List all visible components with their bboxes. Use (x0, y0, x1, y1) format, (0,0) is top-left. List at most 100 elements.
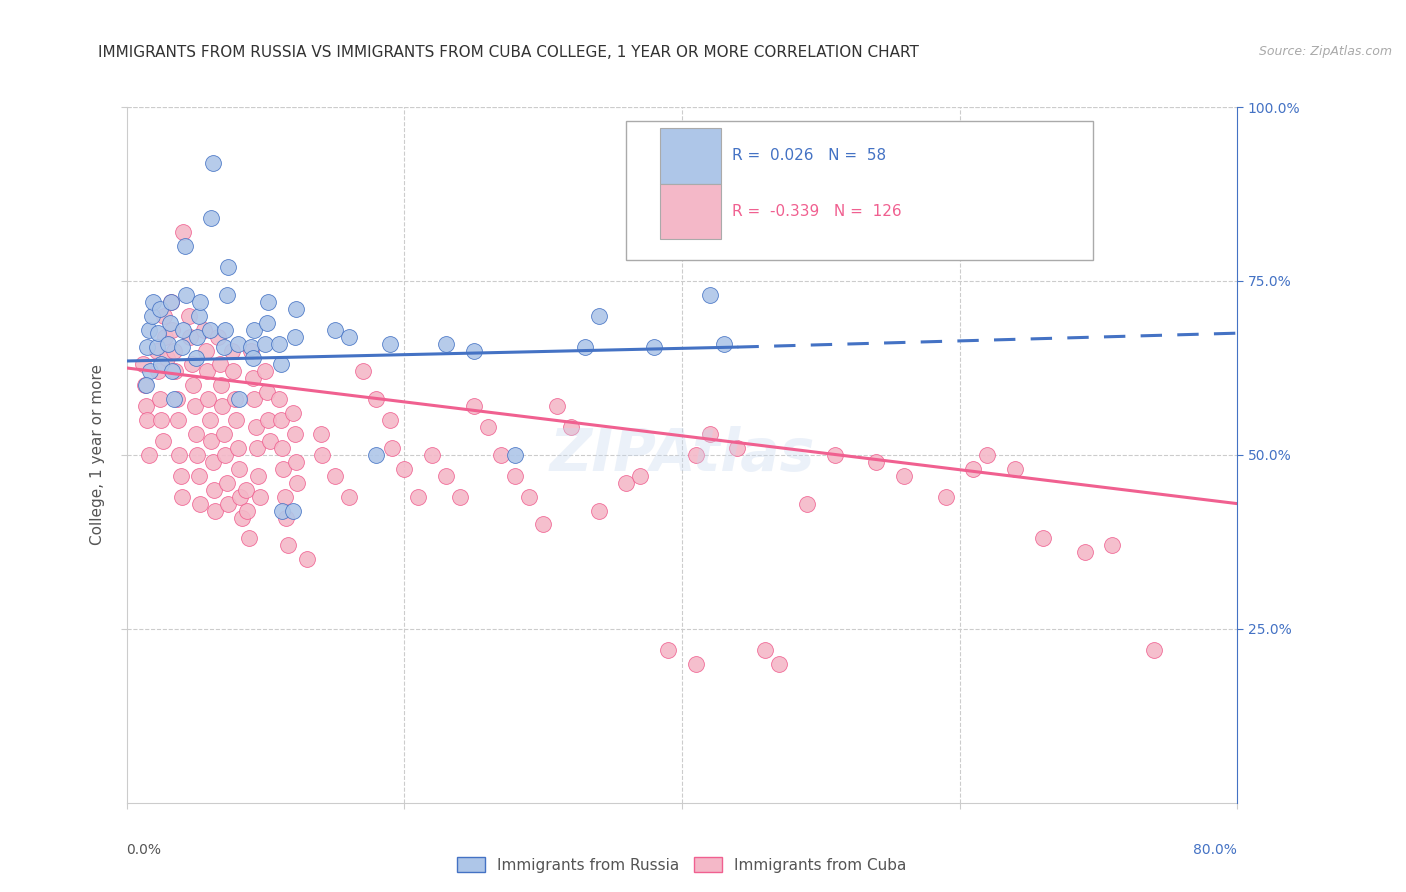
Point (657, 642, 679, 657)
Point (231, 510, 253, 524)
Point (156, 351, 179, 365)
Text: 0.0%: 0.0% (127, 843, 162, 857)
Point (643, 340, 665, 354)
Point (699, 288, 721, 302)
Point (281, 503, 304, 517)
Point (211, 399, 233, 413)
Point (366, 392, 388, 407)
Point (420, 448, 443, 462)
Point (628, 468, 651, 483)
Point (768, 657, 790, 671)
Point (588, 309, 610, 323)
Point (197, 392, 219, 407)
Point (187, 309, 209, 323)
Point (824, 448, 846, 462)
Point (217, 260, 239, 274)
Point (193, 323, 215, 337)
Point (323, 323, 346, 337)
Point (236, 503, 259, 517)
Point (295, 552, 318, 566)
Point (214, 448, 236, 462)
Point (269, 392, 291, 407)
Point (273, 462, 295, 476)
Point (323, 468, 346, 483)
Point (228, 462, 250, 476)
Point (247, 468, 270, 483)
Point (215, 475, 238, 490)
Point (406, 490, 429, 504)
Point (270, 413, 292, 427)
Point (195, 364, 218, 378)
Point (155, 329, 177, 343)
Point (181, 378, 204, 392)
Point (935, 490, 957, 504)
Point (893, 468, 915, 483)
Text: IMMIGRANTS FROM RUSSIA VS IMMIGRANTS FROM CUBA COLLEGE, 1 YEAR OR MORE CORRELATI: IMMIGRANTS FROM RUSSIA VS IMMIGRANTS FRO… (98, 45, 920, 60)
Point (184, 427, 207, 442)
Point (271, 441, 294, 455)
Point (173, 239, 195, 253)
Point (1032, 532, 1054, 546)
Point (531, 517, 554, 532)
Point (136, 413, 159, 427)
Point (574, 340, 596, 354)
Point (148, 364, 170, 378)
Point (184, 351, 207, 365)
Point (560, 420, 582, 434)
Point (134, 378, 156, 392)
Point (366, 448, 388, 462)
Point (163, 343, 186, 358)
Point (394, 462, 416, 476)
Point (217, 497, 239, 511)
Point (201, 455, 224, 469)
Point (162, 364, 184, 378)
Point (257, 294, 280, 309)
Point (153, 309, 176, 323)
Point (177, 309, 200, 323)
Point (135, 378, 157, 392)
Point (503, 448, 526, 462)
Point (976, 448, 998, 462)
Point (183, 399, 205, 413)
FancyBboxPatch shape (659, 184, 721, 239)
Point (132, 358, 155, 372)
Point (200, 434, 222, 448)
Point (254, 336, 277, 351)
Point (149, 392, 172, 407)
Point (337, 329, 360, 343)
Point (200, 211, 222, 226)
Point (152, 434, 174, 448)
Point (309, 427, 332, 442)
Point (259, 434, 281, 448)
Point (229, 490, 252, 504)
Point (149, 301, 172, 316)
Point (517, 490, 540, 504)
Point (284, 301, 307, 316)
Point (311, 448, 333, 462)
Point (449, 490, 471, 504)
Point (242, 351, 264, 365)
Point (139, 364, 162, 378)
Point (269, 336, 291, 351)
Point (463, 343, 485, 358)
Point (503, 468, 526, 483)
Point (162, 323, 184, 337)
Point (225, 413, 247, 427)
Point (160, 294, 183, 309)
Point (201, 155, 224, 169)
Point (283, 329, 305, 343)
Point (240, 340, 263, 354)
Point (186, 329, 208, 343)
Point (215, 288, 238, 302)
Point (198, 323, 221, 337)
Point (380, 413, 402, 427)
Point (214, 323, 236, 337)
Point (434, 336, 457, 351)
Point (186, 448, 208, 462)
Point (243, 392, 266, 407)
Point (212, 340, 235, 354)
Point (221, 343, 243, 358)
Point (1101, 538, 1123, 552)
Point (254, 364, 277, 378)
Text: R =  -0.339   N =  126: R = -0.339 N = 126 (733, 204, 901, 219)
